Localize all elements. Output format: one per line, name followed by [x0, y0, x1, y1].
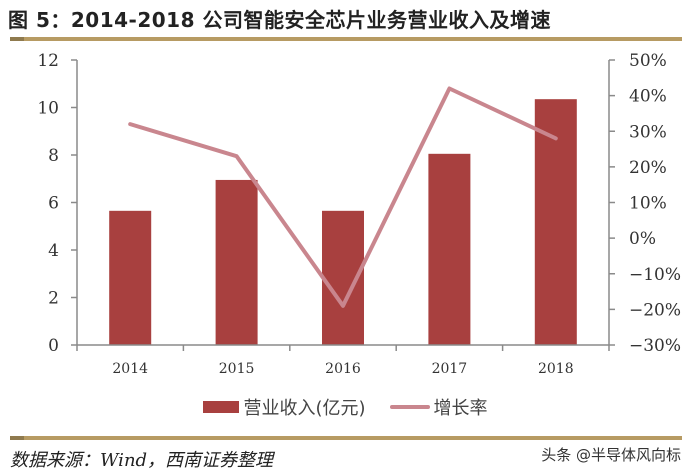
- legend-label-growth: 增长率: [433, 398, 488, 419]
- bar-2014: [109, 210, 152, 345]
- revenue-bars: [109, 99, 577, 345]
- svg-text:2014: 2014: [112, 361, 148, 377]
- svg-text:2017: 2017: [432, 361, 468, 377]
- bar-2017: [428, 153, 471, 345]
- svg-text:2015: 2015: [219, 361, 255, 377]
- bar-swatch-icon: [203, 401, 240, 413]
- svg-text:10%: 10%: [629, 194, 667, 214]
- svg-text:2: 2: [48, 289, 59, 309]
- svg-text:10: 10: [37, 99, 59, 119]
- legend-label-revenue: 营业收入(亿元): [243, 398, 366, 419]
- watermark: 头条 @半导体风向标: [541, 446, 681, 464]
- bar-2015: [215, 179, 258, 345]
- chart-title: 图 5：2014-2018 公司智能安全芯片业务营业收入及增速: [8, 8, 551, 32]
- axis-labels: 0 2 4 6 8 10 12 −30% −20% −10% 0% 10% 20% 30% 40% 50% 20…: [37, 51, 681, 377]
- svg-text:−10%: −10%: [629, 265, 681, 285]
- chart-plot: 0 2 4 6 8 10 12 −30% −20% −10% 0% 10% 20% 30% 40% 50% 20…: [37, 51, 681, 377]
- svg-text:12: 12: [37, 51, 59, 71]
- svg-text:8: 8: [48, 146, 59, 166]
- axes: [71, 59, 615, 351]
- svg-text:4: 4: [48, 241, 59, 261]
- growth-line: [128, 86, 558, 308]
- svg-text:6: 6: [48, 194, 59, 214]
- legend-item-growth: 增长率: [389, 394, 488, 420]
- svg-text:0%: 0%: [629, 229, 656, 249]
- svg-text:50%: 50%: [629, 51, 667, 71]
- growth-rate-line: [128, 86, 558, 308]
- legend: 营业收入(亿元) 增长率: [0, 394, 691, 420]
- svg-text:−30%: −30%: [629, 336, 681, 356]
- svg-text:40%: 40%: [629, 87, 667, 107]
- bottom-divider: [10, 436, 682, 440]
- svg-text:20%: 20%: [629, 158, 667, 178]
- svg-text:2018: 2018: [538, 361, 574, 377]
- bar-2018: [534, 99, 577, 345]
- legend-item-revenue: 营业收入(亿元): [203, 394, 366, 420]
- svg-text:2016: 2016: [325, 361, 361, 377]
- line-swatch-icon: [389, 405, 430, 409]
- svg-text:0: 0: [48, 336, 59, 356]
- source-note: 数据来源：Wind，西南证券整理: [10, 450, 274, 471]
- top-divider: [10, 37, 682, 41]
- svg-text:30%: 30%: [629, 122, 667, 142]
- svg-text:−20%: −20%: [629, 300, 681, 320]
